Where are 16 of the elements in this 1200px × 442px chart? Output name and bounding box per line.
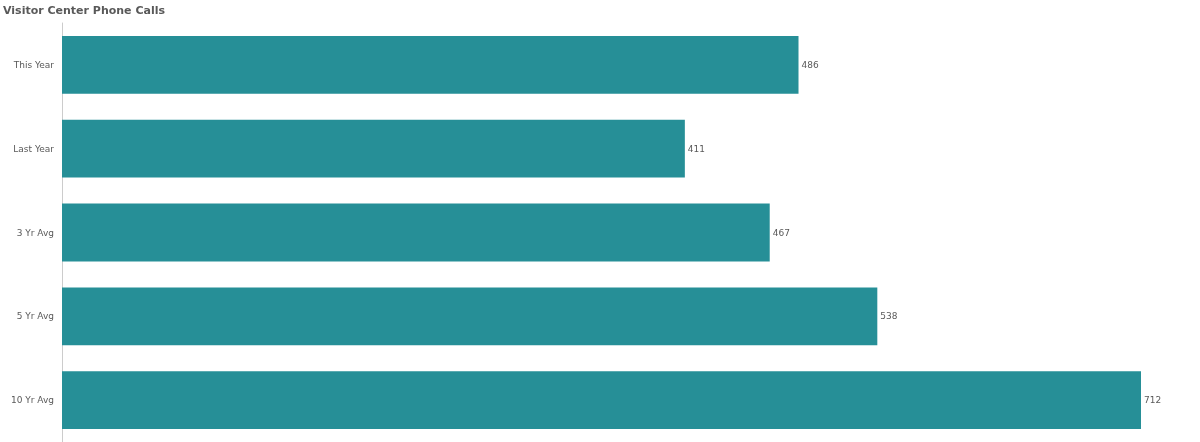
bar	[62, 35, 799, 94]
chart-title: Visitor Center Phone Calls	[3, 4, 166, 17]
bar	[62, 287, 878, 346]
y-tick-label: 10 Yr Avg	[10, 395, 54, 406]
bar	[62, 371, 1141, 430]
data-label: 411	[687, 143, 706, 154]
y-tick-label: 5 Yr Avg	[16, 311, 54, 322]
bar	[62, 119, 685, 178]
data-label: 467	[772, 227, 790, 238]
y-tick-label: Last Year	[13, 143, 55, 154]
data-label: 486	[801, 59, 819, 70]
y-tick-label: This Year	[12, 59, 55, 70]
bar	[62, 203, 770, 262]
data-label: 538	[880, 311, 898, 322]
data-label: 712	[1144, 395, 1162, 406]
y-tick-label: 3 Yr Avg	[16, 227, 54, 238]
